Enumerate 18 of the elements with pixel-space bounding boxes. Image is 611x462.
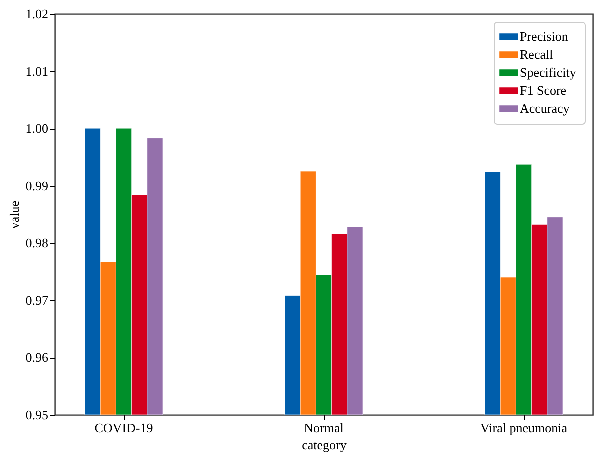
x-axis-title: category xyxy=(302,438,348,452)
x-tick-label: COVID-19 xyxy=(94,420,154,436)
y-tick-label: 1.02 xyxy=(26,6,48,22)
legend-label: Precision xyxy=(520,29,569,44)
y-tick-label: 0.99 xyxy=(26,178,48,194)
y-tick-label: 0.95 xyxy=(26,408,48,422)
legend-label: F1 Score xyxy=(520,83,567,98)
y-tick-label: 1.01 xyxy=(26,64,48,79)
y-tick-label: 0.96 xyxy=(26,350,49,366)
y-tick-label: 0.97 xyxy=(26,292,49,308)
y-axis-title: value xyxy=(6,200,22,230)
legend-label: Specificity xyxy=(520,65,577,80)
y-tick-label: 1.00 xyxy=(26,121,48,136)
x-tick-label: Viral pneumonia xyxy=(480,420,568,436)
legend-label: Recall xyxy=(520,47,554,62)
x-tick-label: Normal xyxy=(304,420,344,436)
legend-label: Accuracy xyxy=(520,101,570,116)
y-tick-label: 0.98 xyxy=(26,236,48,251)
